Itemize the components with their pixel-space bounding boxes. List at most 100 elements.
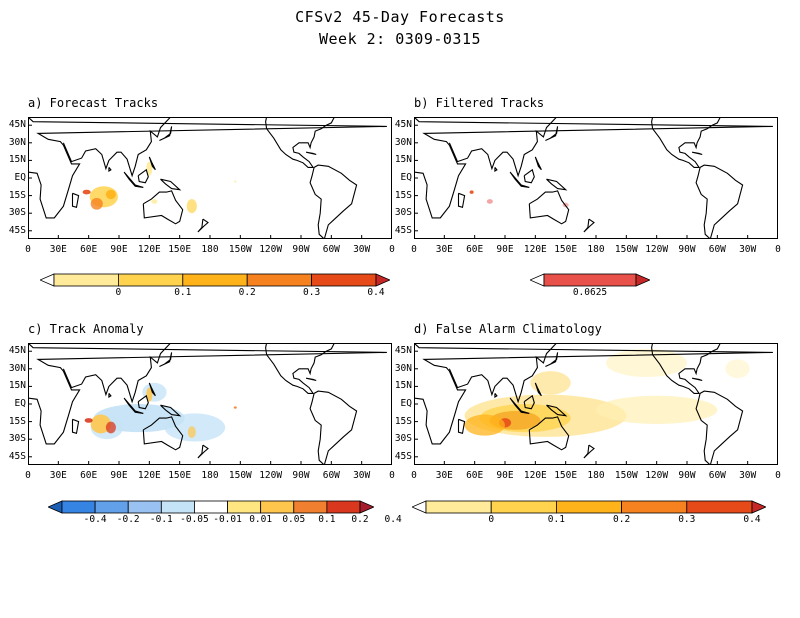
coastline bbox=[414, 117, 773, 219]
colorbar-label: -0.4 bbox=[83, 514, 107, 525]
lon-label: 120W bbox=[259, 244, 283, 255]
lon-label: 180 bbox=[201, 470, 219, 481]
lon-label: 60W bbox=[322, 244, 340, 255]
lat-label: 45N bbox=[8, 345, 26, 357]
lat-label: 30S bbox=[394, 207, 412, 219]
lon-label: 30E bbox=[49, 470, 67, 481]
coastline bbox=[265, 343, 335, 394]
colorbar-label: 0.2 bbox=[613, 514, 631, 525]
colorbar-label: 0.2 bbox=[238, 287, 256, 298]
track-density-patch bbox=[82, 189, 91, 195]
coastline bbox=[494, 167, 498, 172]
coastline bbox=[142, 416, 184, 451]
colorbar-high-arrow bbox=[375, 273, 390, 287]
coastline bbox=[71, 192, 80, 208]
lon-label: 0 bbox=[411, 470, 417, 481]
colorbar-segment bbox=[118, 273, 184, 287]
lon-label: 150E bbox=[168, 244, 192, 255]
colorbar-segment bbox=[61, 500, 96, 514]
lat-label: 45S bbox=[8, 224, 26, 236]
track-density-patch bbox=[90, 197, 103, 210]
coastline bbox=[28, 343, 387, 445]
coastline bbox=[62, 117, 171, 178]
track-density-patch bbox=[146, 161, 153, 176]
lon-label: 120W bbox=[259, 470, 283, 481]
coastline bbox=[309, 164, 358, 239]
colorbar-label: 0.01 bbox=[249, 514, 273, 525]
coastline bbox=[137, 394, 149, 410]
lon-label: 60W bbox=[322, 470, 340, 481]
coastline bbox=[123, 171, 144, 188]
coastline bbox=[651, 117, 721, 168]
panel-a-title: a) Forecast Tracks bbox=[28, 96, 159, 110]
lon-label: 30W bbox=[353, 470, 371, 481]
lat-label: 15N bbox=[8, 380, 26, 392]
lon-label: 0 bbox=[25, 470, 31, 481]
colorbar-label: -0.05 bbox=[180, 514, 209, 525]
colorbar-label: 0.4 bbox=[743, 514, 761, 525]
coastline bbox=[108, 393, 112, 398]
coastline bbox=[62, 343, 171, 404]
lon-label: 90W bbox=[678, 470, 696, 481]
lon-label: 150E bbox=[554, 470, 578, 481]
figure-title-line2: Week 2: 0309-0315 bbox=[318, 30, 482, 48]
colorbar-label: 0.1 bbox=[318, 514, 336, 525]
colorbar-low-arrow bbox=[48, 500, 63, 514]
colorbar-segment bbox=[686, 500, 753, 514]
colorbar-segment bbox=[194, 500, 228, 514]
coastline bbox=[71, 418, 80, 434]
lon-label: 180 bbox=[587, 244, 605, 255]
colorbar-segment bbox=[425, 500, 492, 514]
coastline bbox=[691, 151, 703, 156]
colorbar-label: 0.1 bbox=[547, 514, 565, 525]
coastline bbox=[123, 397, 144, 414]
lon-label: 30W bbox=[353, 244, 371, 255]
coastline bbox=[695, 390, 744, 465]
lat-label: 15S bbox=[8, 415, 26, 427]
colorbar-low-arrow bbox=[40, 273, 55, 287]
lon-label: 60E bbox=[466, 470, 484, 481]
lat-label: 30N bbox=[394, 362, 412, 374]
colorbar-label: -0.01 bbox=[213, 514, 242, 525]
coastline bbox=[457, 192, 466, 208]
coastline bbox=[534, 156, 542, 171]
lon-label: 90W bbox=[292, 244, 310, 255]
coastline bbox=[448, 343, 557, 404]
colorbar-label: 0.0625 bbox=[572, 287, 608, 298]
coastline bbox=[159, 126, 173, 141]
colorbar-segment bbox=[227, 500, 262, 514]
coastline bbox=[305, 151, 317, 156]
lon-label: 150W bbox=[228, 470, 252, 481]
colorbar-high-arrow bbox=[635, 273, 650, 287]
track-density-patch bbox=[469, 190, 474, 194]
coastline bbox=[509, 397, 530, 414]
lon-label: 30E bbox=[435, 244, 453, 255]
coastline bbox=[309, 390, 358, 465]
lon-label: 60E bbox=[466, 244, 484, 255]
colorbar-label: 0.3 bbox=[303, 287, 321, 298]
lon-label: 30W bbox=[739, 470, 757, 481]
colorbar-high-arrow bbox=[751, 500, 766, 514]
lat-label: 45S bbox=[8, 450, 26, 462]
lon-label: 90W bbox=[678, 244, 696, 255]
coastline bbox=[148, 382, 156, 397]
lat-label: 45S bbox=[394, 450, 412, 462]
track-density-patch bbox=[233, 406, 237, 409]
lon-label: 180 bbox=[587, 470, 605, 481]
colorbar-segment bbox=[293, 500, 328, 514]
track-density-patch bbox=[90, 414, 111, 434]
coastline bbox=[528, 416, 570, 451]
panel-b-title: b) Filtered Tracks bbox=[414, 96, 545, 110]
lat-label: 30S bbox=[8, 433, 26, 445]
lon-label: 0 bbox=[25, 244, 31, 255]
lon-label: 90E bbox=[496, 470, 514, 481]
colorbar-segment bbox=[555, 500, 622, 514]
lon-label: 0 bbox=[411, 244, 417, 255]
lon-label: 0 bbox=[389, 470, 395, 481]
colorbar-segment bbox=[246, 273, 312, 287]
coastline bbox=[523, 168, 535, 184]
track-density-patch bbox=[105, 421, 116, 434]
lat-label: 30S bbox=[394, 433, 412, 445]
coastline bbox=[583, 218, 595, 233]
coastline bbox=[108, 167, 112, 172]
